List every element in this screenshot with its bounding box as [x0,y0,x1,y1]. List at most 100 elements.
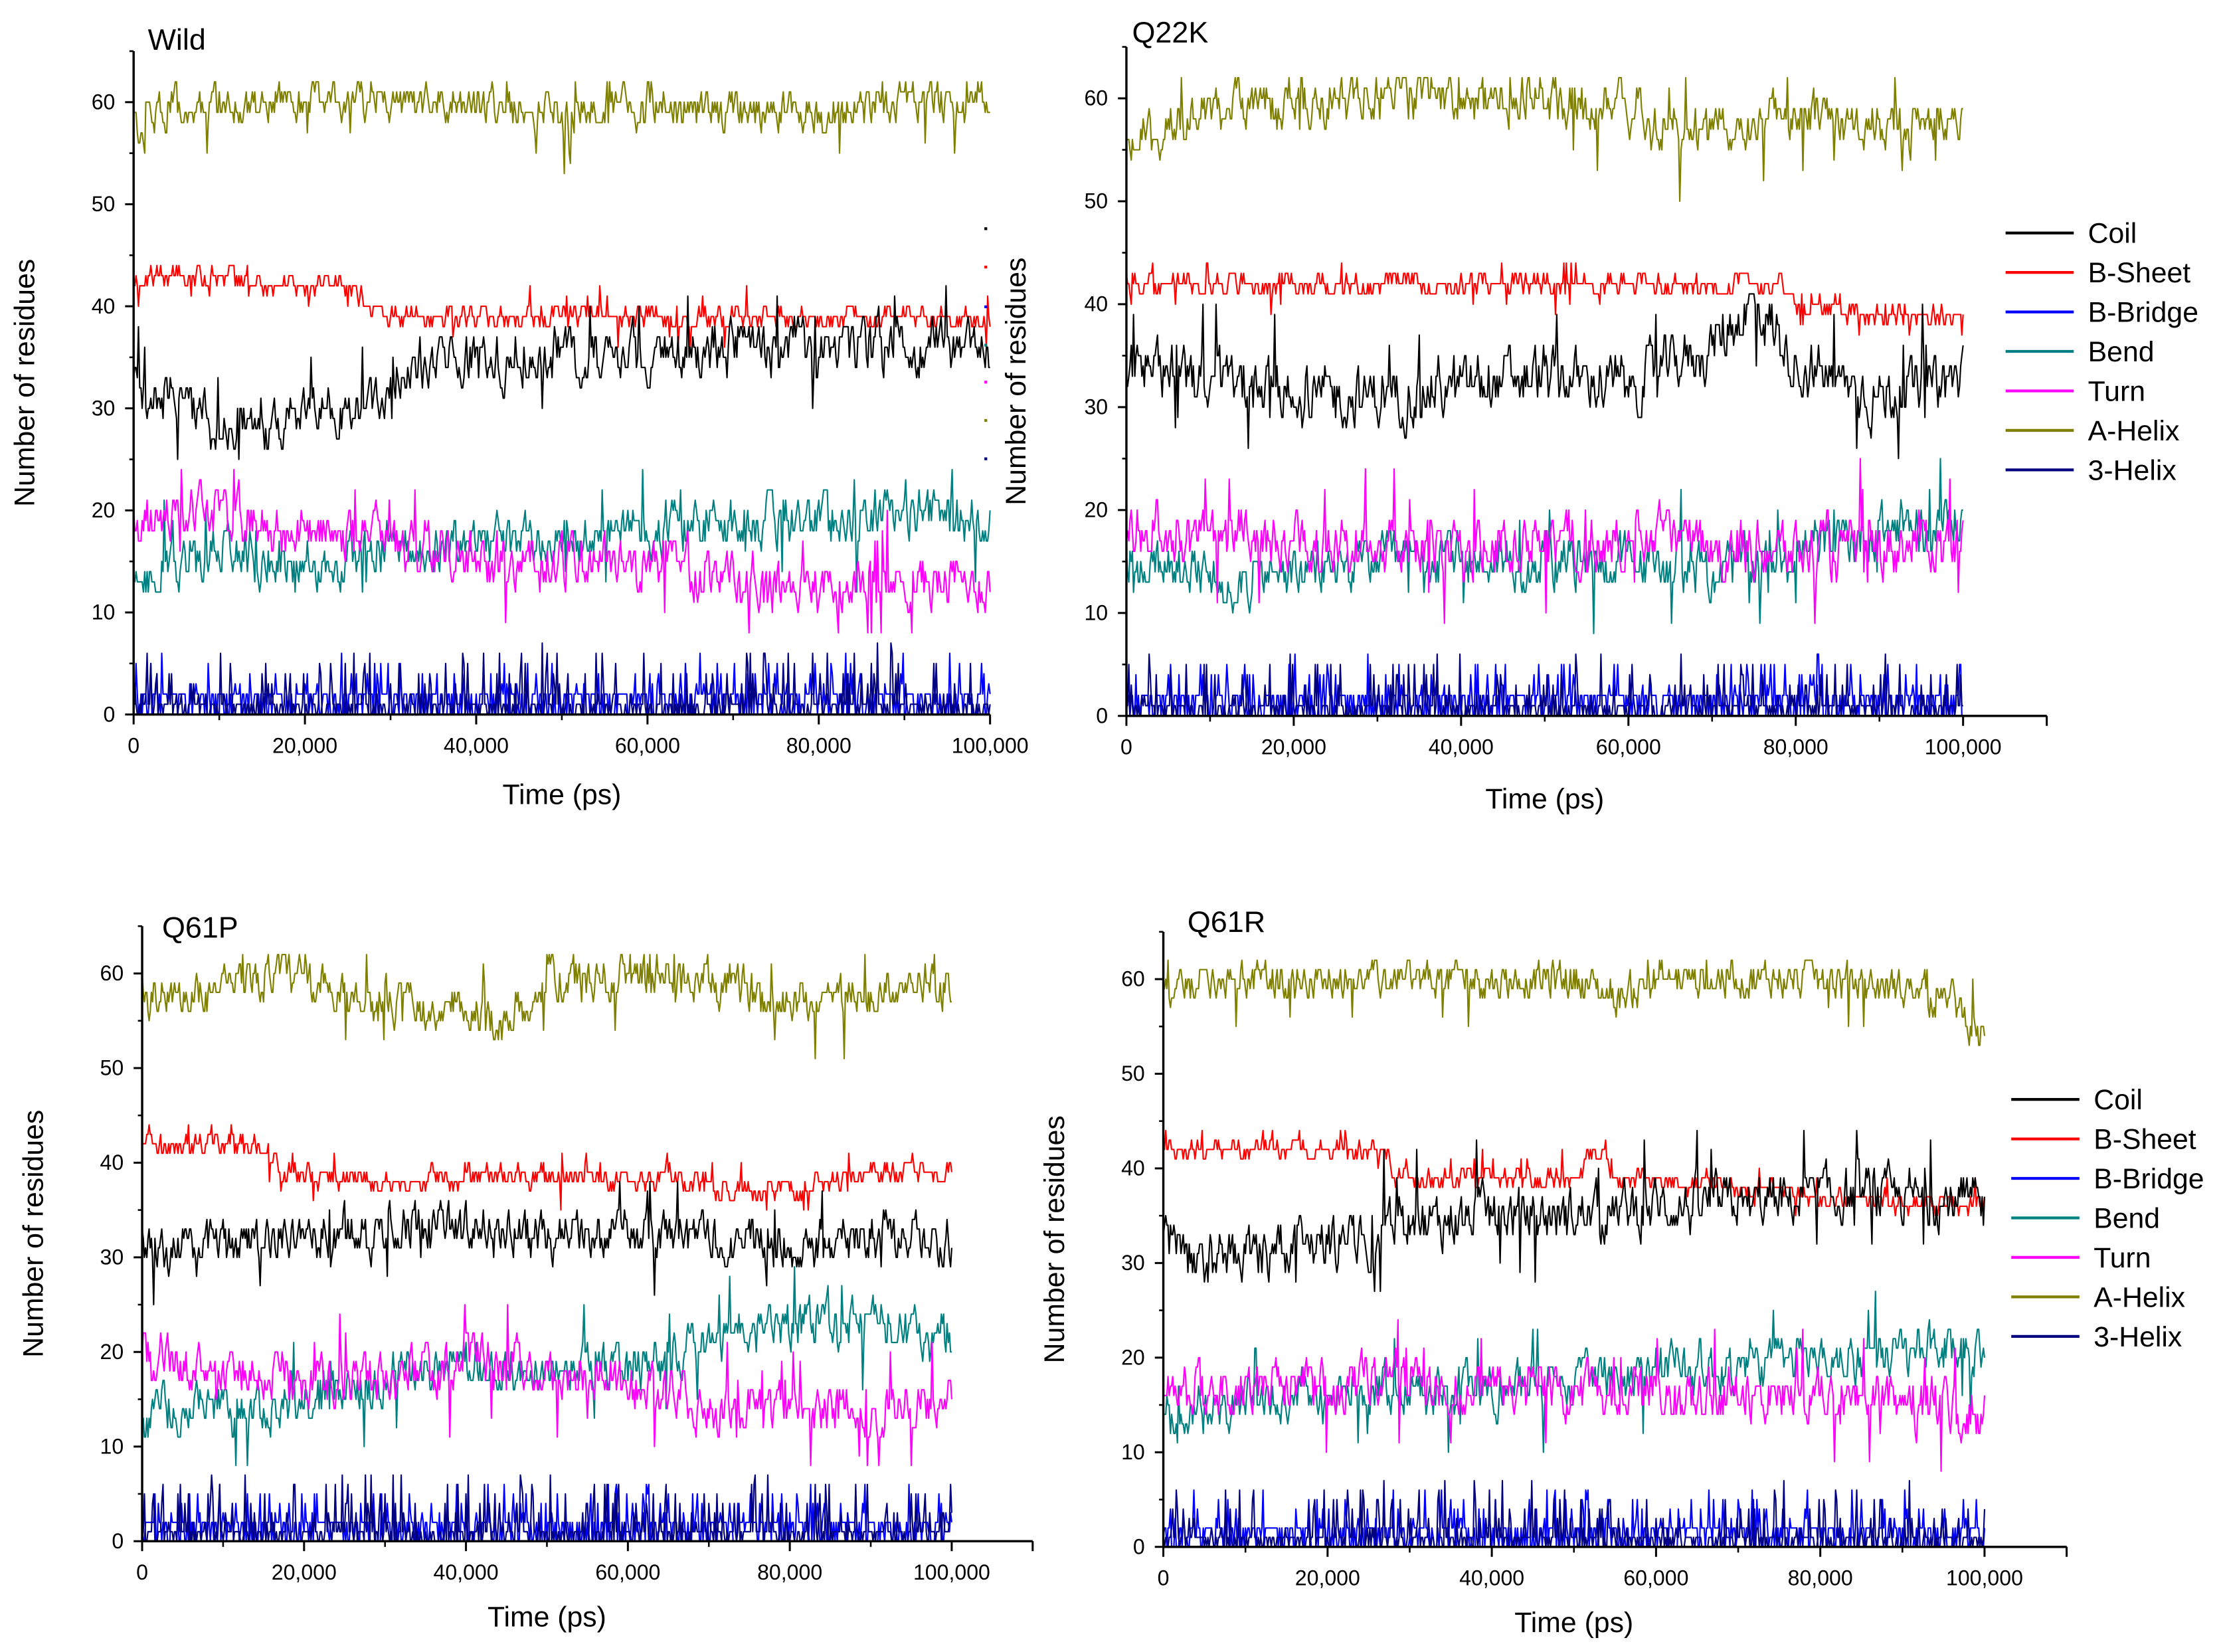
legend-label: A-Helix [2088,415,2180,447]
series-line-3-helix [141,1474,952,1542]
legend-key-dot-turn [984,381,988,384]
x-tick-label: 80,000 [1788,1566,1853,1590]
legend-label: B-Bridge [2093,1163,2204,1195]
x-tick-label: 100,000 [1946,1566,2023,1590]
legend-key-dot-a-helix [984,418,988,422]
y-tick-label: 60 [1084,86,1108,110]
series-line-turn [133,468,991,634]
y-tick-label: 60 [1121,967,1145,991]
chart-title: Wild [148,23,206,56]
x-tick-label: 100,000 [952,733,1029,757]
x-tick-label: 20,000 [1261,735,1326,759]
x-axis-label: Time (ps) [488,1602,606,1633]
x-tick-label: 80,000 [786,733,851,757]
y-tick-label: 50 [1121,1061,1145,1085]
legend-label: 3-Helix [2088,454,2177,486]
x-tick-label: 20,000 [272,733,337,757]
y-tick-label: 50 [100,1056,124,1080]
legend-label: Bend [2093,1202,2160,1234]
legend-key-dot-b-bridge [984,305,988,309]
legend-label: Coil [2088,218,2137,250]
y-tick-label: 40 [92,294,116,318]
series-line-b-sheet [133,264,991,348]
y-tick-label: 10 [1121,1440,1145,1464]
series-line-coil [1162,1129,1986,1293]
x-tick-label: 0 [1158,1566,1170,1590]
legend: Coil B-Sheet B-Bridge Bend Turn A-Helix 3-Heli… [2005,218,2198,486]
y-tick-label: 0 [1096,703,1108,727]
x-tick-label: 20,000 [272,1560,337,1584]
y-axis-label: Number of residues [1000,258,1032,505]
x-tick-label: 40,000 [1459,1566,1524,1590]
chart-panel-wild: 0 10 20 30 40 50 60 0 20,000 40,000 60,000 80,000 10… [9,23,1028,811]
series-line-turn [141,1304,952,1467]
legend-label: B-Sheet [2093,1124,2196,1156]
legend-label: Bend [2088,336,2155,368]
chart-title: Q22K [1132,15,1209,49]
y-tick-label: 30 [1084,395,1108,419]
y-tick-label: 20 [1121,1346,1145,1370]
legend-key-dot-b-sheet [984,265,988,269]
y-tick-label: 10 [1084,601,1108,625]
x-tick-label: 40,000 [444,733,509,757]
y-tick-label: 0 [1133,1534,1145,1558]
chart-panel-q22k: 0 10 20 30 40 50 60 0 20,000 40,000 60,000 80,000 10… [1000,15,2198,815]
y-tick-label: 0 [104,702,116,726]
y-tick-label: 30 [1121,1251,1145,1275]
y-tick-label: 40 [100,1150,124,1174]
x-tick-label: 60,000 [1623,1566,1688,1590]
y-axis-label: Number of residues [17,1110,49,1358]
chart-title: Q61R [1188,905,1265,939]
x-tick-label: 40,000 [1429,735,1494,759]
x-tick-label: 40,000 [434,1560,499,1584]
y-tick-label: 50 [1084,189,1108,213]
x-tick-label: 60,000 [595,1560,660,1584]
y-axis-label: Number of residues [1039,1115,1071,1363]
legend-label: 3-Helix [2093,1321,2182,1353]
y-tick-label: 40 [1084,292,1108,316]
legend-label: B-Sheet [2088,257,2191,289]
series-line-turn [1125,458,1964,624]
series-line-3-helix [1126,653,1963,717]
x-tick-label: 20,000 [1295,1566,1360,1590]
x-axis-label: Time (ps) [502,779,621,810]
series-line-3-helix [1162,1480,1986,1548]
y-tick-label: 0 [112,1529,124,1553]
y-tick-label: 20 [1084,498,1108,522]
chart-panel-q61p: 0 10 20 30 40 50 60 0 20,000 40,000 60,000 80,000 10… [17,910,1034,1633]
y-tick-label: 40 [1121,1156,1145,1180]
chart-title: Q61P [162,910,238,944]
chart-panel-q61r: 0 10 20 30 40 50 60 0 20,000 40,000 60,000 80,000 10… [1039,905,2204,1639]
series-line-a-helix [1163,959,1986,1046]
legend-label: B-Bridge [2088,297,2198,329]
x-tick-label: 0 [136,1560,148,1584]
series-line-coil [133,285,990,460]
x-tick-label: 60,000 [1596,735,1661,759]
series-line-coil [1125,293,1964,460]
y-tick-label: 20 [92,498,116,522]
series-line-bend [133,468,991,593]
series-line-coil [141,1180,952,1306]
x-tick-label: 0 [128,733,139,757]
x-tick-label: 100,000 [1925,735,2002,759]
y-tick-label: 10 [92,600,116,624]
legend-key-dot-coil [984,227,988,230]
series-line-b-sheet [1125,262,1964,336]
series-line-a-helix [1126,76,1963,203]
legend: Coil B-Sheet B-Bridge Bend Turn A-Helix 3-Heli… [2011,1084,2204,1353]
legend-label: A-Helix [2093,1281,2185,1313]
x-axis-label: Time (ps) [1514,1607,1633,1639]
series-line-turn [1163,1319,1986,1472]
y-axis-label: Number of residues [9,259,41,507]
legend-label: Turn [2093,1242,2151,1274]
x-tick-label: 80,000 [1763,735,1828,759]
x-tick-label: 80,000 [757,1560,822,1584]
legend-key-dot-bend [984,343,988,347]
series-line-b-sheet [142,1124,952,1211]
x-tick-label: 60,000 [615,733,680,757]
legend-label: Coil [2093,1084,2143,1116]
y-tick-label: 30 [92,396,116,420]
series-line-a-helix [133,81,990,175]
y-tick-label: 60 [92,90,116,114]
